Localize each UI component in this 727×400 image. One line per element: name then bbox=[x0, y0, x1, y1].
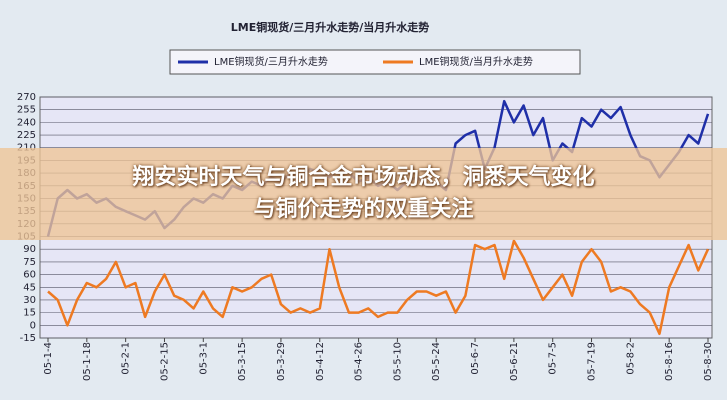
x-tick-label: 05-4-26 bbox=[354, 342, 365, 381]
x-tick-label: 05-4-12 bbox=[315, 342, 326, 381]
x-tick-label: 05-6-21 bbox=[509, 342, 520, 381]
y-tick-label: 75 bbox=[23, 257, 36, 268]
x-tick-label: 05-6-7 bbox=[470, 342, 481, 375]
banner: 翔安实时天气与铜合金市场动态，洞悉天气变化 与铜价走势的双重关注 bbox=[0, 148, 727, 240]
legend-box bbox=[169, 49, 581, 75]
x-tick-label: 05-7-19 bbox=[587, 342, 598, 381]
x-tick-label: 05-3-15 bbox=[237, 342, 248, 381]
x-tick-label: 05-5-10 bbox=[392, 342, 403, 381]
y-tick-label: 255 bbox=[17, 105, 36, 116]
x-tick-label: 05-3-29 bbox=[276, 342, 287, 381]
x-tick-label: 05-1-18 bbox=[82, 342, 93, 381]
chart-title: LME铜现货/三月升水走势/当月升水走势 bbox=[231, 20, 430, 34]
y-tick-label: 225 bbox=[17, 130, 36, 141]
y-tick-label: 240 bbox=[17, 117, 36, 128]
y-tick-label: 30 bbox=[23, 295, 36, 306]
x-tick-label: 05-7-5 bbox=[548, 342, 559, 375]
banner-line: 翔安实时天气与铜合金市场动态，洞悉天气变化 bbox=[132, 165, 595, 190]
x-tick-label: 05-2-1 bbox=[121, 342, 132, 375]
legend-label: LME铜现货/当月升水走势 bbox=[419, 55, 533, 68]
banner-line: 与铜价走势的双重关注 bbox=[253, 197, 474, 222]
x-tick-label: 05-8-30 bbox=[703, 342, 714, 381]
x-tick-label: 05-5-24 bbox=[431, 342, 442, 381]
x-tick-label: 05-1-4 bbox=[43, 342, 54, 375]
y-tick-label: 90 bbox=[23, 244, 36, 255]
x-tick-label: 05-8-2 bbox=[625, 342, 636, 375]
legend-label: LME铜现货/三月升水走势 bbox=[214, 55, 328, 68]
x-tick-label: 05-2-15 bbox=[159, 342, 170, 381]
series-line bbox=[47, 239, 710, 336]
y-tick-label: -15 bbox=[20, 333, 36, 344]
y-tick-label: 45 bbox=[23, 282, 36, 293]
y-tick-label: 0 bbox=[30, 320, 36, 331]
y-tick-label: 15 bbox=[23, 308, 36, 319]
y-tick-label: 270 bbox=[17, 92, 36, 103]
x-tick-label: 05-8-16 bbox=[664, 342, 675, 381]
y-tick-label: 60 bbox=[23, 270, 36, 281]
x-tick-label: 05-3-1 bbox=[198, 342, 209, 375]
